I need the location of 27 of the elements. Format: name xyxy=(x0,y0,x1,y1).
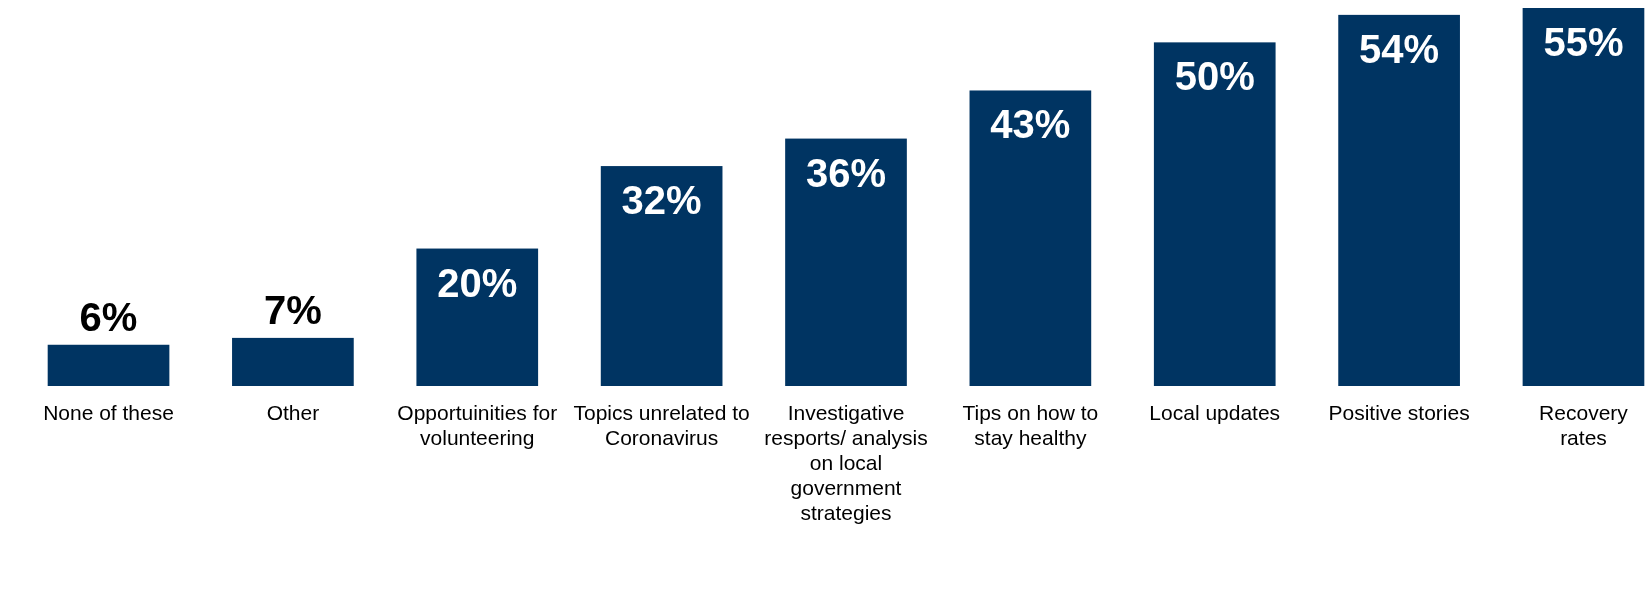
bar xyxy=(1153,42,1276,386)
bar xyxy=(600,166,723,386)
bar xyxy=(416,248,539,386)
x-tick-label: None of these xyxy=(43,401,174,424)
x-tick-label: Local updates xyxy=(1149,401,1281,424)
bar xyxy=(232,337,354,386)
x-tick-label: Opportuinities for volunteering xyxy=(397,401,558,449)
bar xyxy=(1338,14,1460,386)
bar xyxy=(785,138,907,386)
data-label: 50% xyxy=(1174,54,1255,99)
bar xyxy=(47,344,170,386)
x-tick-label: Tips on how to stay healthy xyxy=(962,401,1099,449)
data-label: 20% xyxy=(437,260,518,305)
data-label: 36% xyxy=(805,150,887,195)
bar xyxy=(969,90,1092,386)
x-tick-label: Investigative resports/ analysis on local government strategies xyxy=(764,401,928,524)
x-tick-label: Recovery rates xyxy=(1539,401,1629,449)
data-label: 54% xyxy=(1359,26,1440,71)
data-label: 7% xyxy=(263,287,322,332)
x-tick-label: Positive stories xyxy=(1328,401,1470,424)
x-tick-label: Topics unrelated to Coronavirus xyxy=(573,401,750,449)
data-label: 6% xyxy=(79,294,138,339)
data-label: 32% xyxy=(621,178,702,223)
data-label: 55% xyxy=(1543,20,1624,64)
x-tick-label: Other xyxy=(266,401,320,424)
data-label: 43% xyxy=(990,102,1071,147)
bar xyxy=(1522,8,1645,386)
